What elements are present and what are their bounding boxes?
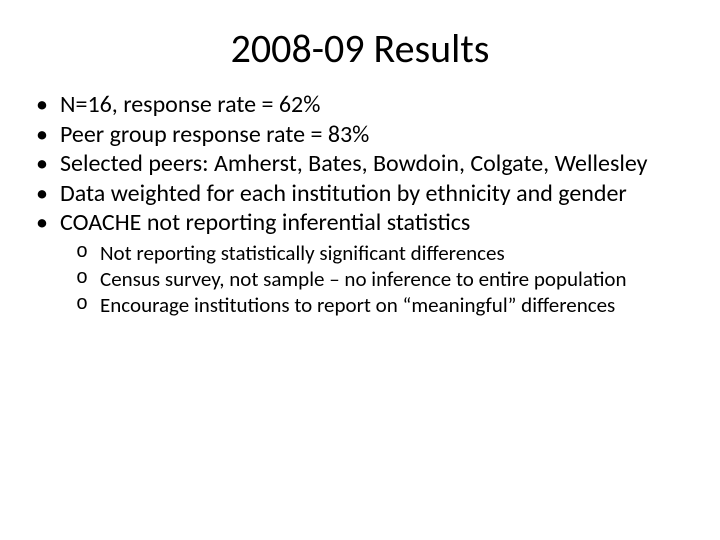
sub-bullet-item: Not reporting statistically significant … — [100, 241, 690, 265]
bullet-text: Data weighted for each institution by et… — [60, 179, 627, 208]
sub-bullet-item: Census survey, not sample – no inference… — [100, 267, 690, 291]
sub-bullet-list: Not reporting statistically significant … — [60, 241, 690, 317]
sub-bullet-text: Not reporting statistically significant … — [100, 240, 505, 266]
bullet-item: Selected peers: Amherst, Bates, Bowdoin,… — [60, 150, 690, 178]
sub-bullet-item: Encourage institutions to report on “mea… — [100, 293, 690, 317]
slide-title: 2008-09 Results — [0, 0, 720, 91]
sub-bullet-text: Census survey, not sample – no inference… — [100, 266, 627, 292]
bullet-item: COACHE not reporting inferential statist… — [60, 209, 690, 317]
sub-bullet-text: Encourage institutions to report on “mea… — [100, 292, 615, 318]
bullet-item: Data weighted for each institution by et… — [60, 180, 690, 208]
bullet-text: COACHE not reporting inferential statist… — [60, 208, 470, 237]
bullet-text: N=16, response rate = 62% — [60, 90, 320, 119]
bullet-item: Peer group response rate = 83% — [60, 121, 690, 149]
slide: 2008-09 Results N=16, response rate = 62… — [0, 0, 720, 540]
bullet-item: N=16, response rate = 62% — [60, 91, 690, 119]
bullet-text: Peer group response rate = 83% — [60, 120, 369, 149]
bullet-list: N=16, response rate = 62% Peer group res… — [0, 91, 720, 317]
bullet-text: Selected peers: Amherst, Bates, Bowdoin,… — [60, 149, 648, 178]
